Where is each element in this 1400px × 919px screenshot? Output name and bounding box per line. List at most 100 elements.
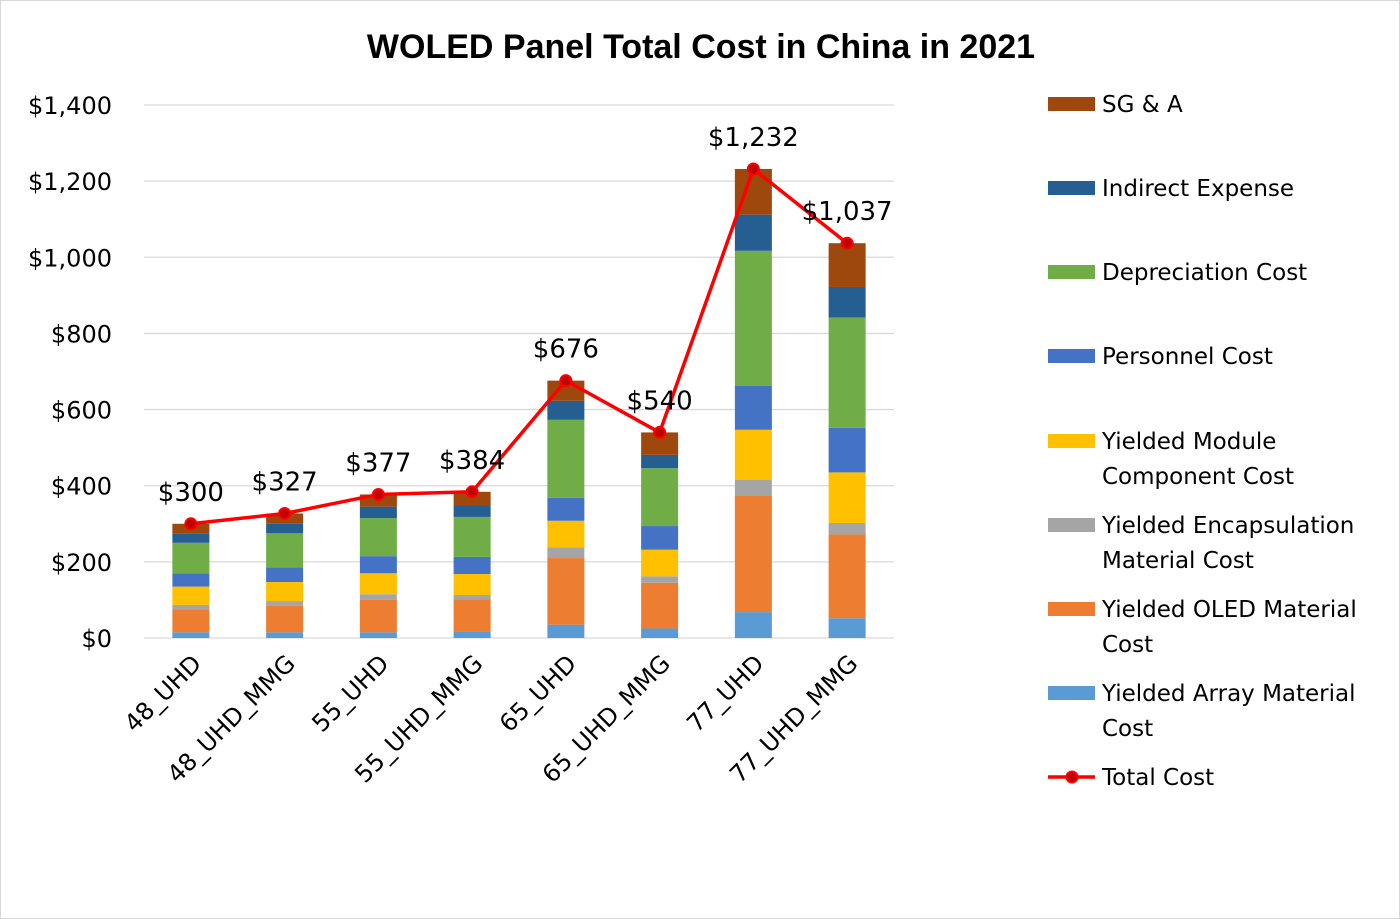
bar-segment — [359, 518, 397, 557]
legend-label: Personnel Cost — [1102, 344, 1273, 370]
bar-segment — [641, 454, 679, 469]
bar-segment — [172, 542, 210, 574]
legend-label: Yielded OLED Material Cost — [1101, 597, 1357, 658]
legend: SG & A Indirect Expense Depreciation Cost P… — [1048, 92, 1357, 791]
bar-segment — [359, 573, 397, 595]
bar-segment — [172, 533, 210, 543]
bar-segment — [641, 526, 679, 550]
legend-swatch — [1048, 518, 1095, 532]
bar-segment — [828, 523, 866, 535]
bar-segment — [641, 468, 679, 527]
x-tick-label: 55_UHD — [306, 649, 394, 737]
bar-segment — [547, 547, 585, 559]
bar-segment — [266, 567, 304, 583]
bar-segment — [172, 632, 210, 638]
y-tick-label: $800 — [51, 320, 112, 348]
bar-segment — [828, 472, 866, 524]
total-cost-marker — [278, 507, 292, 521]
bar-segment — [172, 604, 210, 610]
y-axis-ticks: $0 $200 $400 $600 $800 $1,000 $1,200 $1,400 — [28, 92, 112, 653]
bar-segment — [547, 520, 585, 548]
bar-segment — [172, 586, 210, 605]
bar-segment — [266, 605, 304, 633]
bar-segment — [453, 599, 491, 632]
legend-label: Total Cost — [1101, 765, 1214, 791]
legend-label: Yielded Array Material Cost — [1101, 681, 1356, 742]
legend-swatch — [1048, 97, 1095, 111]
y-tick-label: $400 — [51, 473, 112, 501]
total-cost-marker — [184, 517, 198, 531]
data-label: $1,232 — [708, 123, 799, 153]
bar-segment — [734, 480, 772, 496]
y-tick-label: $600 — [51, 397, 112, 425]
total-cost-marker — [746, 162, 760, 176]
bar-segment — [828, 243, 866, 287]
bar-segment — [547, 624, 585, 638]
bar-segment — [266, 601, 304, 606]
bar-segment — [453, 516, 491, 557]
legend-swatch — [1048, 181, 1095, 195]
bar-segment — [266, 533, 304, 568]
y-tick-label: $200 — [51, 549, 112, 577]
total-cost-marker — [465, 485, 479, 499]
bar-segment — [453, 574, 491, 595]
x-tick-label: 65_UHD — [494, 649, 582, 737]
data-label: $377 — [345, 448, 411, 478]
bar-segment — [828, 427, 866, 473]
x-tick-label: 48_UHD — [119, 649, 207, 737]
bar-segment — [641, 549, 679, 577]
bar-segment — [453, 505, 491, 517]
data-labels: $300 $327 $377 $384 $676 $540 $1,232 $1,037 — [158, 123, 893, 508]
legend-swatch — [1048, 434, 1095, 448]
bar-segment — [266, 523, 304, 534]
y-tick-label: $1,400 — [28, 92, 112, 120]
data-label: $300 — [158, 478, 224, 508]
legend-swatch-marker — [1065, 770, 1079, 784]
bar-segment — [172, 609, 210, 633]
bar-segment — [734, 385, 772, 430]
bar-segment — [734, 250, 772, 386]
legend-swatch — [1048, 349, 1095, 363]
bar-segment — [734, 612, 772, 638]
bars — [172, 168, 866, 638]
legend-label: Yielded Encapsulation Material Cost — [1101, 513, 1354, 574]
bar-segment — [359, 506, 397, 519]
bar-segment — [359, 632, 397, 638]
data-label: $327 — [252, 468, 318, 498]
bar-segment — [359, 594, 397, 600]
total-cost-line — [184, 162, 854, 531]
data-label: $540 — [627, 386, 693, 416]
bar-segment — [828, 534, 866, 619]
bar-segment — [547, 400, 585, 420]
bar-segment — [547, 558, 585, 625]
total-cost-marker — [653, 425, 667, 439]
bar-segment — [734, 214, 772, 251]
chart-title: WOLED Panel Total Cost in China in 2021 — [367, 28, 1035, 66]
data-label: $384 — [439, 446, 505, 476]
x-tick-label: 77_UHD — [681, 649, 769, 737]
bar-segment — [734, 495, 772, 613]
bar-segment — [828, 317, 866, 428]
bar-segment — [266, 582, 304, 602]
total-cost-marker — [840, 236, 854, 250]
total-cost-polyline — [190, 167, 849, 526]
bar-segment — [453, 556, 491, 575]
bar-segment — [359, 556, 397, 574]
y-tick-label: $0 — [81, 625, 112, 653]
data-label: $1,037 — [802, 197, 893, 227]
bar-segment — [359, 599, 397, 633]
bar-segment — [547, 419, 585, 498]
bar-segment — [641, 432, 679, 455]
bar-segment — [172, 573, 210, 587]
bar-segment — [453, 631, 491, 638]
bar-segment — [453, 491, 491, 506]
bar-segment — [641, 628, 679, 638]
legend-swatch — [1048, 686, 1095, 700]
grid — [144, 104, 894, 639]
legend-label: Depreciation Cost — [1102, 260, 1307, 286]
bar-segment — [734, 429, 772, 481]
total-cost-marker — [371, 487, 385, 501]
y-tick-label: $1,200 — [28, 168, 112, 196]
